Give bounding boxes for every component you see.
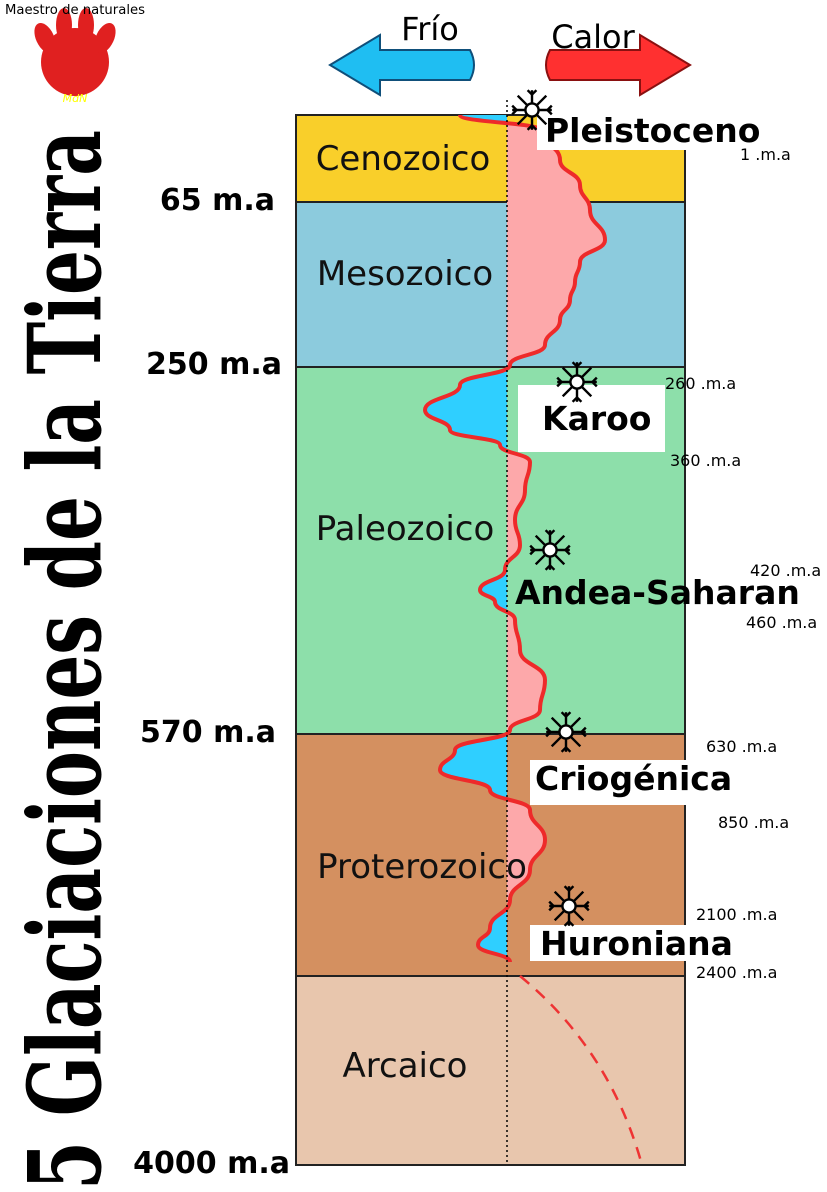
boundary-label: 4000 m.a xyxy=(133,1146,290,1181)
cold-arrow xyxy=(328,33,475,97)
era-label: Paleozoico xyxy=(316,509,495,549)
glaciation-age: 460 .m.a xyxy=(746,613,817,632)
era-band xyxy=(295,201,686,368)
glaciation-name: Andea-Saharan xyxy=(515,573,800,612)
glaciation-name: Huroniana xyxy=(540,924,733,963)
snowflake-icon xyxy=(528,528,572,572)
glaciation-age: 2400 .m.a xyxy=(696,963,777,982)
dashed-curve xyxy=(519,975,644,1166)
glaciation-age: 850 .m.a xyxy=(718,813,789,832)
snowflake-icon xyxy=(547,884,591,928)
era-label: Arcaico xyxy=(343,1046,468,1086)
cold-label: Frío xyxy=(401,10,459,48)
glaciation-name: Criogénica xyxy=(535,759,732,798)
label-box xyxy=(518,385,665,452)
snowflake-icon xyxy=(544,710,588,754)
label-box xyxy=(530,925,705,961)
glaciation-age: 420 .m.a xyxy=(750,561,821,580)
glaciation-age: 630 .m.a xyxy=(706,737,777,756)
label-box xyxy=(537,113,740,150)
hot-arrow xyxy=(545,33,692,97)
logo-badge: MdN xyxy=(63,92,88,105)
label-box xyxy=(530,760,710,805)
glaciation-age: 260 .m.a xyxy=(665,374,736,393)
snowflake-icon xyxy=(555,360,599,404)
glaciation-name: Karoo xyxy=(542,399,651,438)
glaciation-name: Pleistoceno xyxy=(545,111,760,150)
temperature-curve xyxy=(422,113,608,963)
era-label: Mesozoico xyxy=(317,254,493,294)
era-label: Cenozoico xyxy=(316,139,491,179)
boundary-label: 250 m.a xyxy=(146,347,282,382)
hot-label: Calor xyxy=(551,18,635,56)
era-label: Proterozoico xyxy=(317,847,527,887)
boundary-label: 570 m.a xyxy=(140,715,276,750)
boundary-label: 65 m.a xyxy=(160,183,275,218)
glaciation-age: 360 .m.a xyxy=(670,451,741,470)
logo-text: Maestro de naturales xyxy=(5,3,145,18)
glaciation-age: 2100 .m.a xyxy=(696,905,777,924)
title: 5 Glaciaciones de la Tierra xyxy=(6,130,124,1190)
logo: MdN Maestro de naturales xyxy=(5,3,145,105)
glaciation-age: 1 .m.a xyxy=(740,145,791,164)
era-band xyxy=(295,975,686,1166)
